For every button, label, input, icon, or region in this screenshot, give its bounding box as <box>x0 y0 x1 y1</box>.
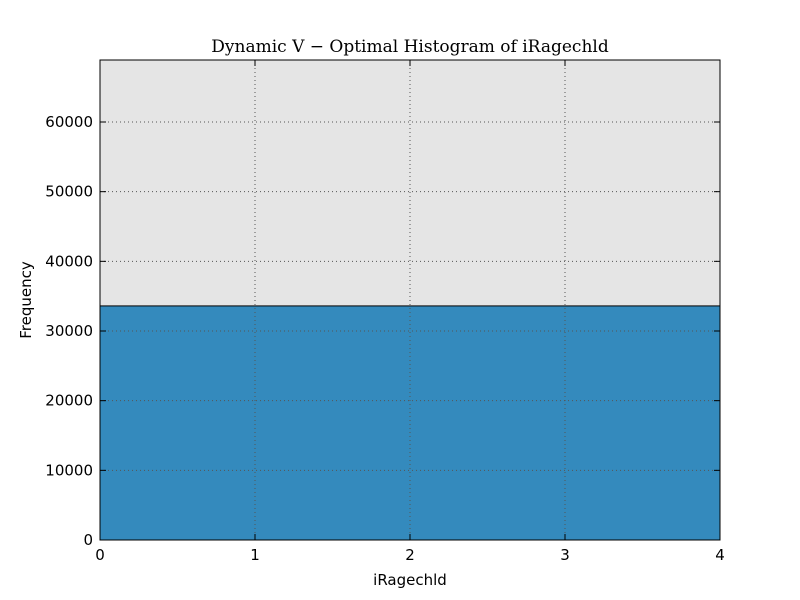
ticks-layer <box>99 60 721 541</box>
y-tick-label-2: 20000 <box>45 392 93 410</box>
y-axis-label: Frequency <box>17 261 35 339</box>
x-tick-label-3: 3 <box>560 546 570 564</box>
y-tick-label-6: 60000 <box>45 113 93 131</box>
x-tick-label-2: 2 <box>405 546 415 564</box>
y-tick-labels: 0 10000 20000 30000 40000 50000 60000 <box>45 113 93 549</box>
chart-title: Dynamic V − Optimal Histogram of iRagech… <box>211 37 609 57</box>
y-tick-label-5: 50000 <box>45 183 93 201</box>
x-tick-labels: 0 1 2 3 4 <box>95 546 725 564</box>
y-tick-label-4: 40000 <box>45 252 93 270</box>
x-tick-label-0: 0 <box>95 546 105 564</box>
y-tick-label-1: 10000 <box>45 461 93 479</box>
x-axis-label: iRagechld <box>373 571 447 589</box>
x-tick-label-1: 1 <box>250 546 260 564</box>
y-tick-label-3: 30000 <box>45 322 93 340</box>
y-tick-label-0: 0 <box>83 531 93 549</box>
x-tick-label-4: 4 <box>715 546 725 564</box>
grid-layer <box>100 60 720 540</box>
